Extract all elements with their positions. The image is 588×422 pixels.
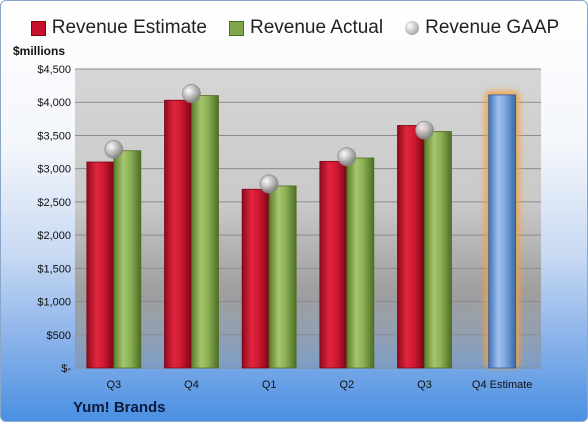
x-axis-ticks: Q3 Q4 Q1 Q2 Q3 Q4 Estimate [106,379,532,391]
bar-revenue-estimate [319,160,348,369]
y-tick-label: $3,500 [37,130,71,142]
y-tick-label: $1,000 [37,297,71,309]
company-name: Yum! Brands [73,399,166,416]
x-tick-label: Q3 [417,379,432,391]
bar-revenue-actual [424,131,452,369]
x-tick-label: Q1 [262,379,277,391]
bar-revenue-estimate [164,99,192,369]
y-tick-label: $- [61,363,71,375]
y-tick-label: $3,000 [37,164,71,176]
x-tick-label: Q3 [106,379,121,391]
marker-revenue-gaap [337,147,357,167]
bar-revenue-actual [113,150,142,369]
legend-item-revenue-gaap: Revenue GAAP [405,17,559,39]
y-axis-unit-label: $millions [13,44,66,58]
bar-revenue-actual [191,95,219,369]
x-tick-label: Q4 Estimate [472,379,533,391]
legend-swatch-estimate [30,20,46,36]
plot-area-background [75,69,541,368]
y-tick-label: $4,000 [37,97,71,109]
grid-lines [75,68,541,369]
legend-swatch-gaap [405,21,420,35]
legend-swatch-actual [229,20,244,36]
legend-label-estimate: Revenue Estimate [51,17,207,38]
x-tick-label: Q2 [339,379,354,391]
y-tick-label: $500 [47,330,71,342]
bar-revenue-forecast [488,94,517,369]
chart-legend: Revenue Estimate Revenue Actual Revenue … [1,17,587,39]
bar-revenue-estimate [241,188,270,369]
marker-revenue-gaap [415,120,434,140]
y-tick-label: $2,000 [37,230,71,242]
bar-revenue-estimate [397,125,425,369]
marker-revenue-gaap [104,139,124,159]
marker-revenue-gaap [182,84,201,103]
bar-revenue-actual [268,185,297,369]
legend-label-gaap: Revenue GAAP [425,17,560,38]
y-tick-label: $1,500 [37,263,71,275]
bar-series [86,84,520,369]
x-tick-label: Q4 [184,379,199,391]
bar-revenue-estimate [86,161,115,369]
y-axis-ticks: $- $500 $1,000 $1,500 $2,000 $2,500 $3,000 $3,5… [37,64,71,375]
y-tick-label: $2,500 [37,197,71,209]
legend-label-actual: Revenue Actual [250,17,384,38]
y-tick-label: $4,500 [37,64,71,76]
legend-item-revenue-estimate: Revenue Estimate [30,17,207,39]
bar-revenue-actual [346,157,375,369]
marker-revenue-gaap [259,174,279,194]
legend-item-revenue-actual: Revenue Actual [229,17,383,39]
